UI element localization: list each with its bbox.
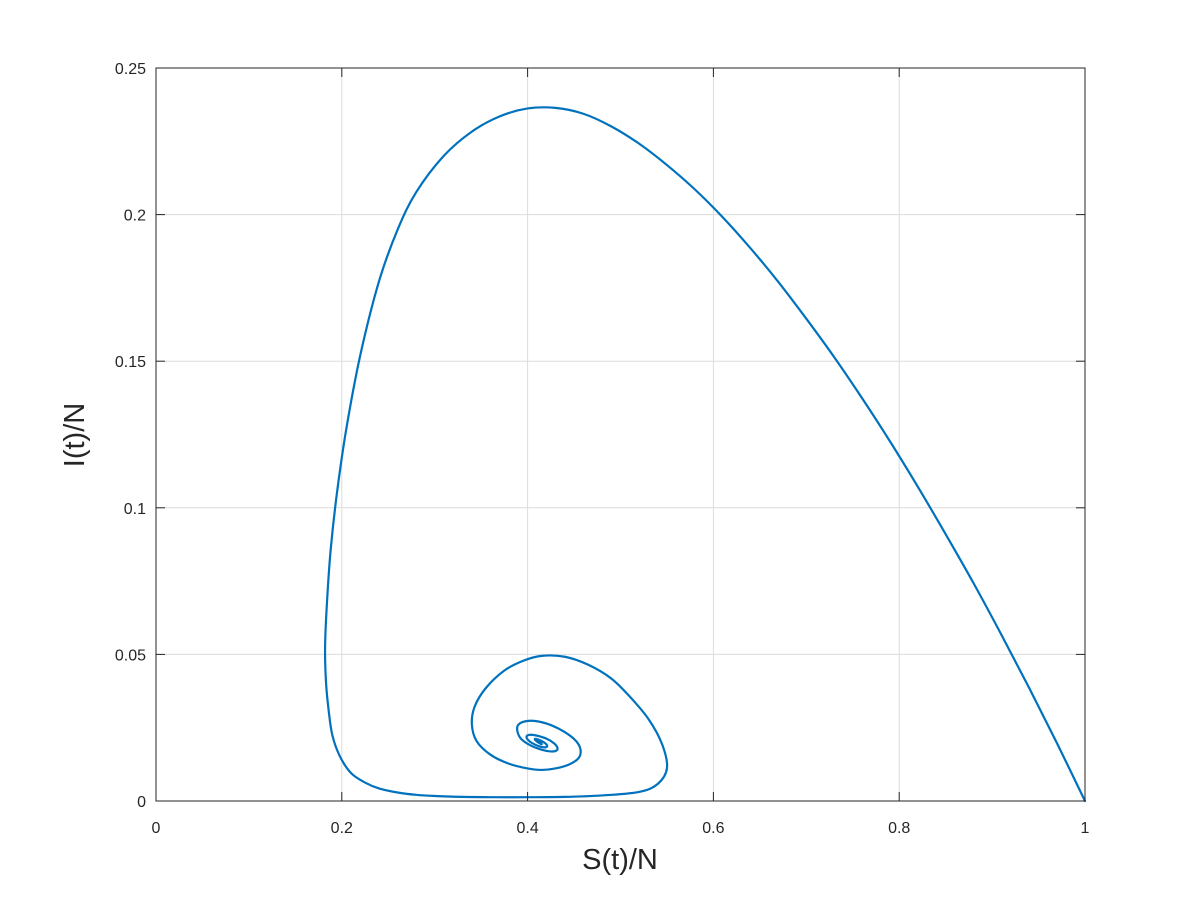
trajectory-line [323,106,1087,803]
axis-ticks [155,67,1086,802]
x-tick-label: 0 [152,820,161,837]
x-axis-label: S(t)/N [582,844,658,876]
x-tick-label: 0.4 [516,820,538,837]
y-tick-label: 0.1 [124,501,146,518]
x-tick-label: 0.8 [888,820,910,837]
x-tick-label: 0.2 [331,820,353,837]
y-axis-tick-labels: 0 0.05 0.1 0.15 0.2 0.25 [115,61,146,811]
y-tick-label: 0.2 [124,208,146,225]
y-axis-label: I(t)/N [59,403,91,467]
y-tick-label: 0.05 [115,647,146,664]
grid-lines [155,67,1086,802]
y-tick-label: 0.15 [115,354,146,371]
trajectory-layer [323,106,1087,803]
y-tick-label: 0 [137,794,146,811]
x-tick-label: 1 [1081,820,1090,837]
x-axis-tick-labels: 0 0.2 0.4 0.6 0.8 1 [152,820,1090,837]
y-tick-label: 0.25 [115,61,146,78]
x-tick-label: 0.6 [702,820,724,837]
plot-area-frame [155,67,1086,802]
